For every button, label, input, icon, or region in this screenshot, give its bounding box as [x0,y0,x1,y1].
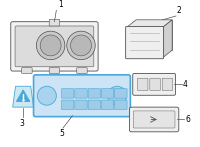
Polygon shape [136,20,172,50]
FancyBboxPatch shape [49,68,60,74]
Polygon shape [13,86,34,107]
Text: 2: 2 [177,6,182,15]
Text: 3: 3 [19,118,24,127]
FancyBboxPatch shape [133,74,175,95]
FancyBboxPatch shape [101,89,114,98]
FancyBboxPatch shape [150,78,160,91]
Polygon shape [16,90,30,101]
FancyBboxPatch shape [88,89,100,98]
FancyBboxPatch shape [34,75,130,117]
FancyBboxPatch shape [22,68,32,74]
Text: 6: 6 [185,115,190,124]
FancyBboxPatch shape [15,26,94,67]
FancyBboxPatch shape [115,100,127,110]
FancyBboxPatch shape [62,100,74,110]
Circle shape [108,86,127,105]
Circle shape [67,31,95,60]
Polygon shape [127,20,172,27]
FancyBboxPatch shape [133,111,175,128]
FancyBboxPatch shape [162,78,173,91]
FancyBboxPatch shape [77,68,87,74]
Circle shape [37,86,56,105]
FancyBboxPatch shape [75,89,87,98]
FancyBboxPatch shape [62,89,74,98]
FancyBboxPatch shape [126,26,164,59]
Text: 1: 1 [58,0,63,9]
Polygon shape [163,20,172,58]
FancyBboxPatch shape [137,78,148,91]
FancyBboxPatch shape [75,100,87,110]
FancyBboxPatch shape [101,100,114,110]
FancyBboxPatch shape [129,107,179,132]
FancyBboxPatch shape [115,89,127,98]
Circle shape [71,35,91,56]
Circle shape [36,31,65,60]
FancyBboxPatch shape [11,22,98,71]
Circle shape [40,35,61,56]
FancyBboxPatch shape [88,100,100,110]
FancyBboxPatch shape [49,19,60,26]
Text: 5: 5 [59,129,64,138]
Text: 4: 4 [183,80,187,89]
